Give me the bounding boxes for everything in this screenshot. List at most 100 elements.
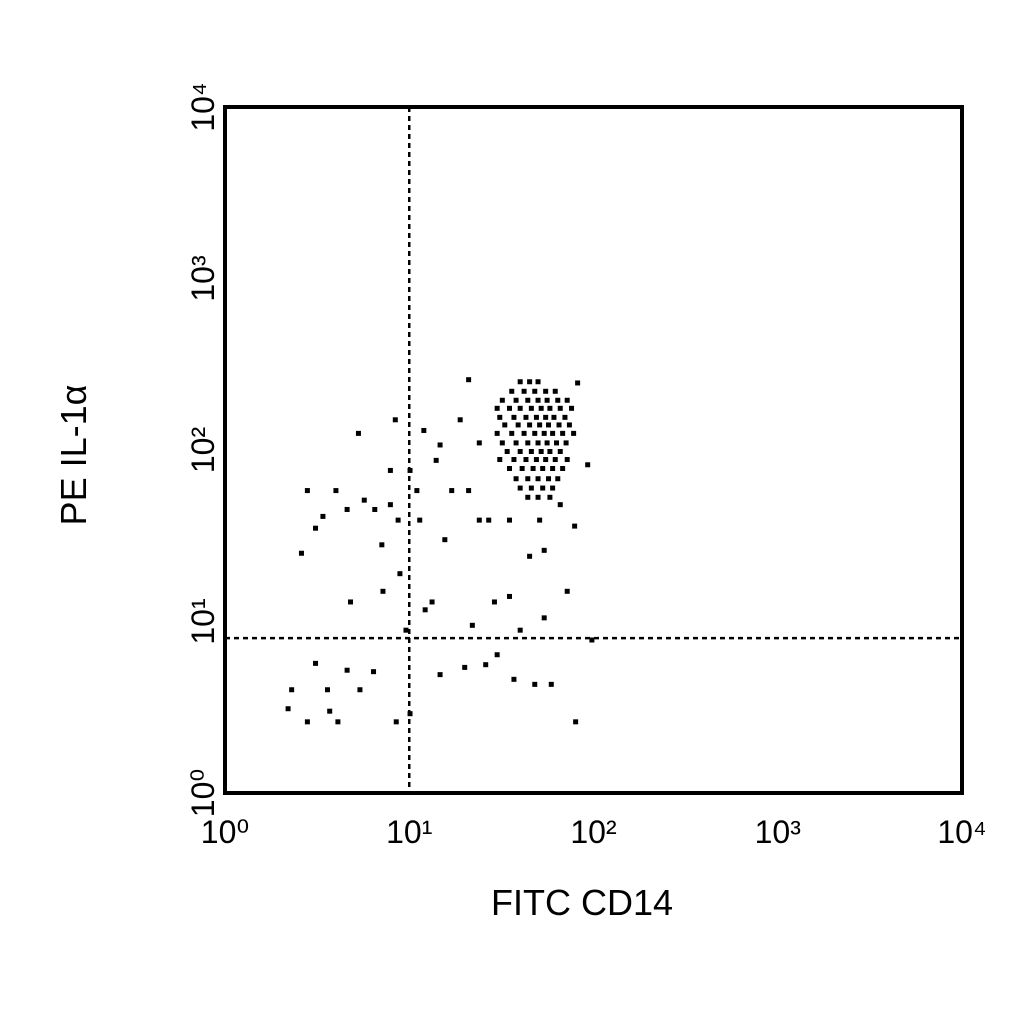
- data-point: [563, 440, 569, 446]
- data-point: [414, 488, 420, 494]
- data-point: [437, 442, 443, 448]
- data-point: [289, 687, 295, 693]
- data-point: [557, 405, 563, 411]
- data-point: [466, 377, 472, 383]
- y-tick-label: 10³: [185, 255, 221, 302]
- data-point: [392, 417, 398, 423]
- data-point: [552, 457, 558, 463]
- data-point: [538, 449, 544, 455]
- data-point: [511, 676, 517, 682]
- data-point: [344, 506, 350, 512]
- data-point: [462, 664, 468, 670]
- data-point: [521, 388, 527, 394]
- data-point: [525, 397, 531, 403]
- x-tick-label: 10²: [570, 814, 617, 850]
- data-point: [497, 457, 503, 463]
- data-point: [494, 405, 500, 411]
- data-point: [304, 488, 310, 494]
- data-point: [499, 440, 505, 446]
- data-point: [437, 672, 443, 678]
- data-point: [532, 430, 538, 436]
- data-point: [491, 599, 497, 605]
- data-point: [527, 422, 533, 428]
- data-point: [538, 405, 544, 411]
- data-point: [569, 405, 575, 411]
- x-tick-label: 10¹: [386, 814, 432, 850]
- data-point: [517, 379, 523, 385]
- data-point: [285, 706, 291, 712]
- data-point: [513, 476, 519, 482]
- data-point: [421, 427, 427, 433]
- data-point: [537, 422, 543, 428]
- data-point: [564, 457, 570, 463]
- data-point: [513, 440, 519, 446]
- data-point: [528, 449, 534, 455]
- data-point: [544, 397, 550, 403]
- data-point: [344, 667, 350, 673]
- data-point: [541, 615, 547, 621]
- data-point: [535, 379, 541, 385]
- data-point: [387, 502, 393, 508]
- y-tick-label: 10⁰: [185, 769, 221, 817]
- data-point: [509, 388, 515, 394]
- data-point: [513, 397, 519, 403]
- data-point: [313, 525, 319, 531]
- x-tick-label: 10⁰: [201, 814, 249, 850]
- y-tick-label: 10⁴: [185, 82, 221, 131]
- data-point: [506, 593, 512, 599]
- data-point: [551, 414, 557, 420]
- data-point: [494, 652, 500, 658]
- data-point: [517, 449, 523, 455]
- data-point: [506, 517, 512, 523]
- data-point: [504, 449, 510, 455]
- data-point: [543, 388, 549, 394]
- data-point: [469, 622, 475, 628]
- data-point: [335, 719, 341, 725]
- data-point: [327, 708, 333, 714]
- data-point: [546, 422, 552, 428]
- data-point: [556, 422, 562, 428]
- data-point: [387, 467, 393, 473]
- data-point: [517, 485, 523, 491]
- data-point: [550, 466, 556, 472]
- data-point: [502, 422, 508, 428]
- y-axis-label: PE IL-1α: [53, 385, 94, 526]
- data-point: [533, 457, 539, 463]
- data-point: [530, 466, 536, 472]
- data-point: [380, 588, 386, 594]
- data-point: [422, 607, 428, 613]
- data-point: [523, 457, 529, 463]
- data-point: [523, 414, 529, 420]
- data-point: [575, 380, 581, 386]
- data-point: [528, 485, 534, 491]
- data-point: [379, 542, 385, 548]
- data-point: [571, 430, 577, 436]
- data-point: [547, 494, 553, 500]
- data-point: [546, 476, 552, 482]
- data-point: [486, 517, 492, 523]
- data-point: [361, 497, 367, 503]
- data-point: [357, 687, 363, 693]
- data-point: [333, 488, 339, 494]
- data-point: [566, 422, 572, 428]
- data-point: [562, 414, 568, 420]
- data-point: [547, 449, 553, 455]
- data-point: [397, 571, 403, 577]
- y-tick-label: 10¹: [185, 598, 221, 644]
- data-point: [535, 476, 541, 482]
- data-point: [557, 502, 563, 508]
- data-point: [313, 660, 319, 666]
- data-point: [564, 588, 570, 594]
- data-point: [466, 488, 472, 494]
- x-tick-label: 10³: [755, 814, 802, 850]
- x-tick-label: 10⁴: [937, 814, 986, 850]
- data-point: [429, 599, 435, 605]
- data-point: [517, 627, 523, 633]
- data-point: [540, 485, 546, 491]
- data-point: [449, 488, 455, 494]
- data-point: [550, 430, 556, 436]
- data-point: [355, 430, 361, 436]
- data-point: [497, 414, 503, 420]
